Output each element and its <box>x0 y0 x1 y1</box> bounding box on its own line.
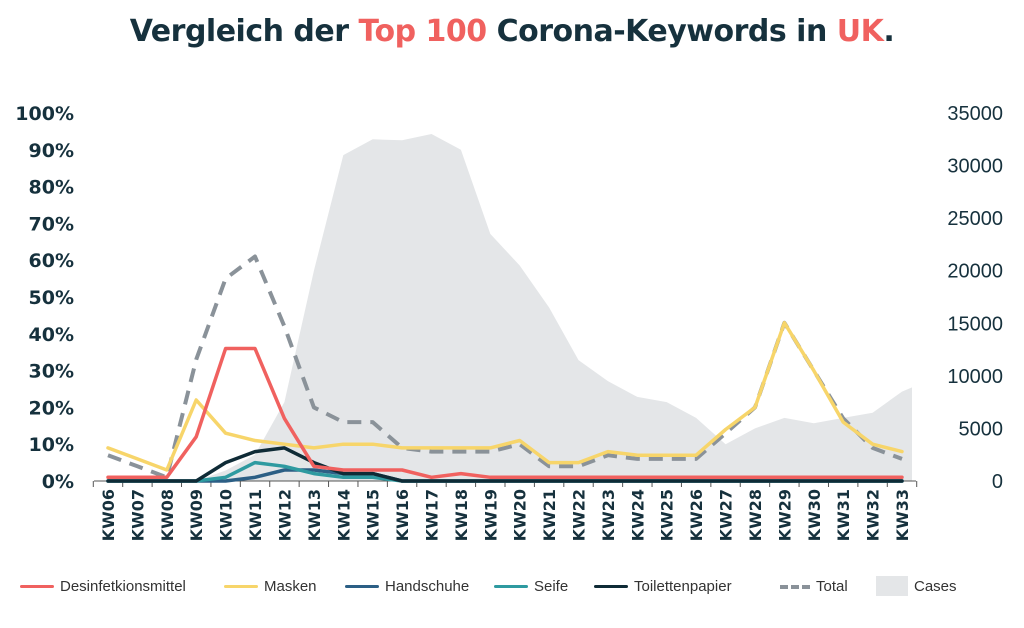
series-cases-area <box>108 134 912 481</box>
legend-item-total: Total <box>780 578 848 595</box>
title-highlight-uk: UK <box>836 14 884 49</box>
y-right-tick-label: 25000 <box>947 208 1003 230</box>
y-left-tick-label: 20% <box>29 397 74 419</box>
x-tick-label-kw19: KW19 <box>481 489 500 541</box>
title-part-2: Corona-Keywords in <box>486 14 837 49</box>
legend-label-masken: Masken <box>264 578 317 595</box>
x-tick-label-kw10: KW10 <box>217 489 236 541</box>
legend-label-total: Total <box>816 578 848 595</box>
legend-swatch-toilettenpapier <box>594 585 628 588</box>
y-left-tick-label: 80% <box>29 177 74 199</box>
y-right-tick-label: 20000 <box>947 261 1003 283</box>
x-tick-label-kw27: KW27 <box>717 489 736 541</box>
x-tick-label-kw12: KW12 <box>275 489 294 541</box>
x-tick-label-kw09: KW09 <box>187 489 206 541</box>
y-left-tick-label: 60% <box>29 250 74 272</box>
series-line-desinfetkionsmittel <box>106 346 904 480</box>
y-left-tick-label: 30% <box>29 361 74 383</box>
y-left-tick-label: 50% <box>29 287 74 309</box>
y-right-tick-label: 35000 <box>947 103 1003 125</box>
chart-legend: Desinfetkionsmittel Masken Handschuhe Se… <box>0 576 1024 602</box>
legend-swatch-desinfetkionsmittel <box>20 585 54 588</box>
x-tick-label-kw24: KW24 <box>628 489 647 541</box>
x-tick-label-kw16: KW16 <box>393 489 412 541</box>
x-tick-label-kw31: KW31 <box>834 489 853 541</box>
x-tick-label-kw13: KW13 <box>305 489 324 541</box>
legend-item-toilettenpapier: Toilettenpapier <box>594 578 732 595</box>
y-right-tick-label: 10000 <box>947 366 1003 388</box>
x-tick-label-kw20: KW20 <box>511 489 530 541</box>
title-highlight-top100: Top 100 <box>358 14 487 49</box>
title-part-3: . <box>883 14 895 49</box>
legend-label-toilettenpapier: Toilettenpapier <box>634 578 732 595</box>
legend-swatch-handschuhe <box>345 585 379 588</box>
y-left-tick-label: 10% <box>29 434 74 456</box>
x-tick-label-kw07: KW07 <box>128 489 147 541</box>
legend-label-seife: Seife <box>534 578 569 595</box>
legend-swatch-cases <box>876 576 908 596</box>
legend-swatch-masken <box>224 585 258 588</box>
series-line-toilettenpapier <box>106 446 904 483</box>
legend-item-desinfetkionsmittel: Desinfetkionsmittel <box>20 578 186 595</box>
y-right-tick-label: 5000 <box>959 418 1004 440</box>
legend-swatch-total <box>780 584 810 589</box>
x-tick-label-kw26: KW26 <box>687 489 706 541</box>
y-left-tick-label: 40% <box>29 324 74 346</box>
legend-label-desinfetkionsmittel: Desinfetkionsmittel <box>60 578 186 595</box>
x-tick-label-kw33: KW33 <box>893 489 912 541</box>
x-tick-label-kw11: KW11 <box>246 489 265 541</box>
x-tick-label-kw30: KW30 <box>805 489 824 541</box>
y-right-tick-label: 0 <box>992 471 1003 493</box>
series-line-masken <box>106 321 904 472</box>
x-tick-label-kw06: KW06 <box>99 489 118 541</box>
legend-item-seife: Seife <box>494 578 568 595</box>
x-tick-label-kw17: KW17 <box>422 489 441 541</box>
x-tick-label-kw15: KW15 <box>364 489 383 541</box>
y-left-tick-label: 70% <box>29 213 74 235</box>
y-right-tick-label: 15000 <box>947 313 1003 335</box>
x-tick-label-kw08: KW08 <box>158 489 177 541</box>
y-left-tick-label: 0% <box>42 471 74 493</box>
x-tick-label-kw18: KW18 <box>452 489 471 541</box>
y-right-tick-label: 30000 <box>947 156 1003 178</box>
legend-swatch-seife <box>494 585 528 588</box>
legend-item-handschuhe: Handschuhe <box>345 578 469 595</box>
x-tick-label-kw25: KW25 <box>658 489 677 541</box>
x-tick-label-kw21: KW21 <box>540 489 559 541</box>
x-tick-label-kw22: KW22 <box>570 489 589 541</box>
x-tick-label-kw23: KW23 <box>599 489 618 541</box>
x-tick-label-kw28: KW28 <box>746 489 765 541</box>
x-tick-label-kw14: KW14 <box>334 489 353 541</box>
chart-title: Vergleich der Top 100 Corona-Keywords in… <box>0 14 1024 49</box>
y-left-tick-label: 100% <box>15 103 74 125</box>
x-tick-label-kw29: KW29 <box>775 489 794 541</box>
legend-item-cases: Cases <box>876 576 957 596</box>
legend-label-handschuhe: Handschuhe <box>385 578 470 595</box>
title-part-1: Vergleich der <box>129 14 359 49</box>
x-tick-label-kw32: KW32 <box>864 489 883 541</box>
legend-item-masken: Masken <box>224 578 317 595</box>
legend-label-cases: Cases <box>914 577 957 595</box>
y-left-tick-label: 90% <box>29 140 74 162</box>
